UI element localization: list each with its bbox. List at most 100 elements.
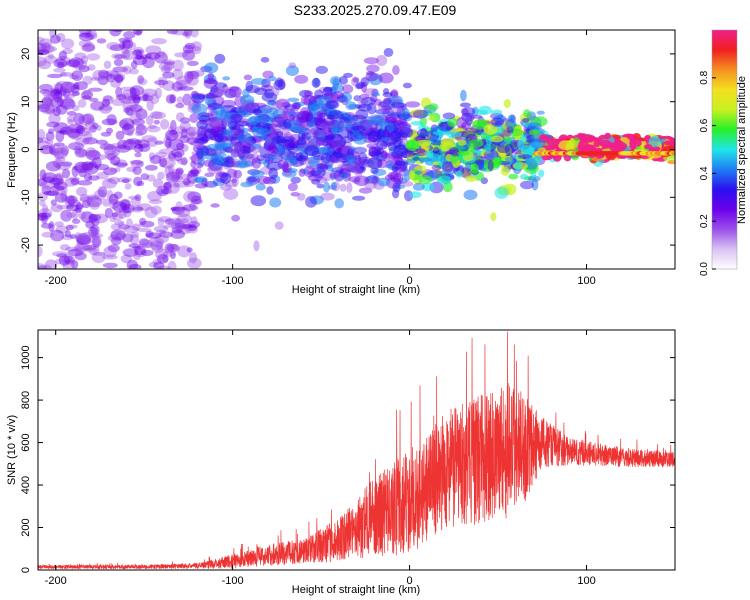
- spectrogram-blob: [53, 142, 65, 147]
- spectrogram-blob: [353, 135, 368, 145]
- spectrogram-blob: [377, 177, 391, 187]
- snr-series-line: [38, 331, 675, 570]
- spectrogram-blob: [644, 144, 653, 150]
- spectrogram-blob: [60, 72, 67, 77]
- spectrogram-blob: [151, 38, 167, 45]
- spectrogram-blob: [62, 88, 71, 99]
- spectrogram-blob: [55, 130, 65, 143]
- spectrogram-blob: [190, 199, 204, 205]
- spectrogram-blob: [165, 129, 179, 141]
- spectrogram-blob: [64, 82, 73, 94]
- spectrogram-blob: [38, 265, 47, 269]
- spectrogram-blob: [237, 158, 248, 168]
- spectrogram-blob: [66, 203, 75, 209]
- spectrogram-blob: [177, 158, 188, 165]
- spectrogram-blob: [264, 136, 276, 144]
- spectrogram-blob: [134, 54, 144, 60]
- spectrogram-carrier: [671, 151, 675, 156]
- spectrogram-blob: [163, 181, 173, 191]
- spectrogram-blob: [156, 254, 169, 264]
- spectrogram-blob: [255, 183, 266, 191]
- spectrogram-blob: [73, 82, 80, 90]
- spectrogram-blob: [162, 80, 175, 91]
- spectrogram-blob: [176, 173, 192, 180]
- spectrogram-blob: [59, 81, 76, 94]
- spectrogram-blob: [89, 200, 100, 210]
- spectrogram-blob: [326, 164, 333, 172]
- spectrogram-blob: [166, 30, 179, 35]
- spectrogram-blob: [166, 243, 180, 253]
- spectrogram-blob: [121, 99, 136, 104]
- spectrogram-blob: [131, 87, 141, 100]
- spectrogram-blob: [220, 142, 232, 149]
- spectrogram-blob: [384, 153, 396, 160]
- spectrogram-blob: [73, 145, 82, 155]
- spectrogram-blob: [151, 245, 164, 253]
- spectrogram-blob: [92, 251, 106, 256]
- spectrogram-blob: [75, 204, 85, 209]
- spectrogram-blob: [315, 137, 326, 146]
- spectrogram-blob: [41, 96, 53, 106]
- spectrogram-blob: [199, 119, 215, 125]
- spectrogram-blob: [93, 213, 108, 224]
- spectrogram-blob: [328, 119, 341, 129]
- spectrogram-blob: [281, 163, 292, 173]
- spectrogram-blob: [108, 198, 120, 210]
- spectrogram-blob: [194, 183, 209, 189]
- spectrogram-blob: [128, 243, 141, 249]
- spectrogram-blob: [133, 49, 145, 54]
- spectrogram-blob: [157, 77, 167, 82]
- spectrogram-blob: [112, 201, 127, 213]
- spectrogram-blob: [112, 66, 128, 73]
- spectrogram-blob: [56, 205, 70, 210]
- spectrogram-blob: [126, 218, 133, 228]
- spectrogram-blob: [68, 91, 81, 97]
- spectrogram-blob: [83, 173, 93, 182]
- spectrogram-blob: [104, 149, 118, 161]
- spectrogram-blob: [308, 156, 320, 168]
- spectrogram-blob: [79, 193, 90, 202]
- spectrogram-blob: [79, 232, 95, 244]
- spectrogram-blob: [363, 159, 375, 168]
- spectrogram-blob: [48, 144, 56, 155]
- spectrogram-blob: [65, 246, 79, 252]
- spectrogram-blob: [73, 113, 85, 125]
- spectrogram-blob: [86, 196, 103, 208]
- spectrogram-blob: [189, 113, 199, 124]
- spectrogram-blob: [233, 169, 242, 179]
- spectrogram-blob: [88, 161, 97, 167]
- spectrogram-blob: [188, 133, 196, 137]
- spectrogram-blob: [387, 171, 399, 180]
- spectrogram-blob: [171, 30, 186, 36]
- spectrogram-blob: [267, 142, 277, 154]
- spectrogram-blob: [74, 245, 83, 253]
- spectrogram-blob: [49, 30, 56, 39]
- spectrogram-blob: [55, 162, 71, 171]
- snr-frame: [37, 329, 676, 571]
- spectrogram-blob: [100, 131, 112, 137]
- spectrogram-blob: [371, 92, 381, 97]
- spectrogram-blob: [119, 118, 135, 130]
- spectrogram-blob: [82, 245, 97, 251]
- spectrogram-blob: [53, 83, 60, 89]
- spectrogram-blob: [168, 163, 175, 176]
- spectrogram-blob: [79, 32, 94, 42]
- spectrogram-blob: [79, 30, 92, 35]
- spectrogram-blob: [92, 238, 101, 247]
- spectrogram-blob: [68, 224, 78, 229]
- spectrogram-blob: [135, 50, 143, 60]
- spectrogram-blob: [203, 77, 218, 89]
- spectrogram-blob: [188, 224, 197, 232]
- spectrogram-blob: [337, 144, 347, 155]
- spectrogram-blob: [76, 234, 89, 240]
- spectrogram-blob: [387, 116, 397, 122]
- spectrogram-blob: [162, 254, 169, 263]
- spectrogram-blob: [117, 139, 128, 150]
- spectrogram-blob: [565, 139, 579, 150]
- spectrogram-blob: [284, 104, 298, 111]
- spectrogram-blob: [84, 32, 98, 40]
- spectrogram-blob: [65, 212, 77, 218]
- spectrogram-blob: [345, 167, 357, 172]
- spectrogram-blob: [179, 117, 191, 124]
- spectrogram-blob: [47, 73, 63, 79]
